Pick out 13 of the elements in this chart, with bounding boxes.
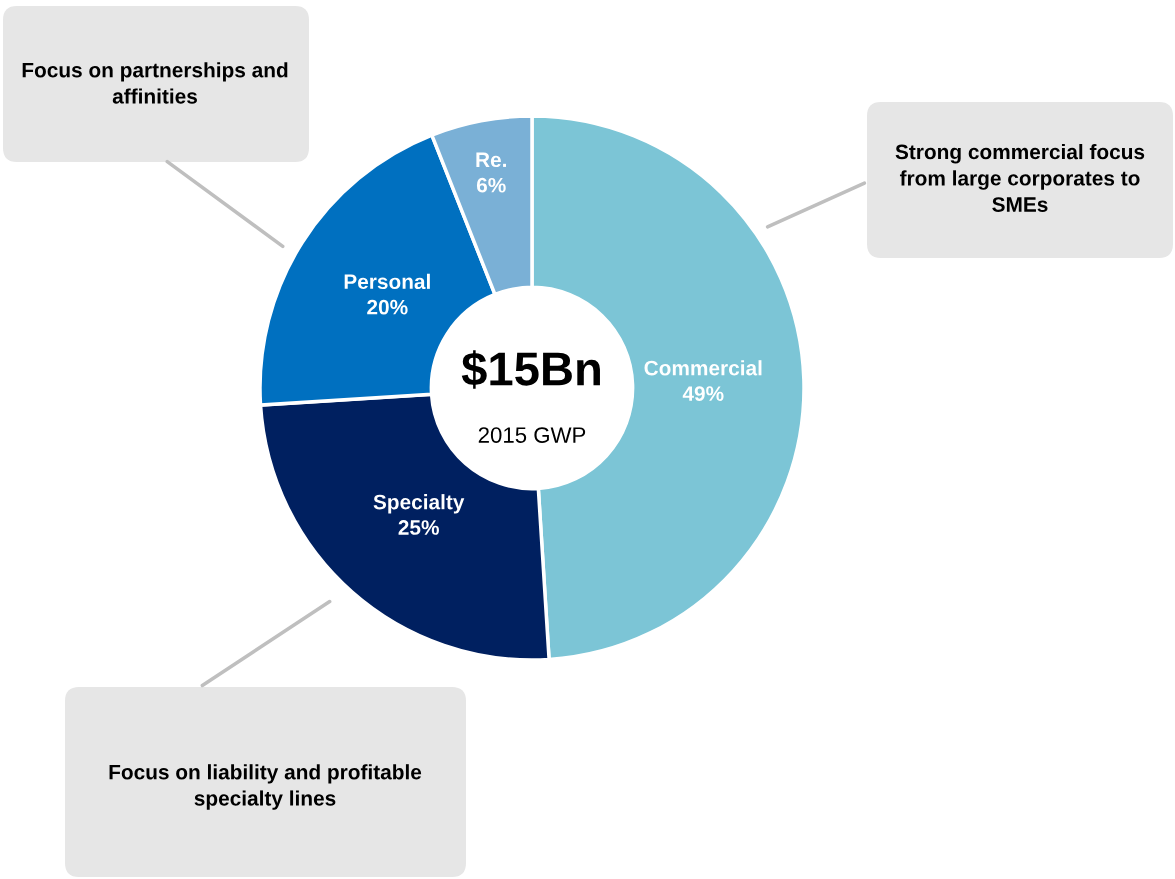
slice-label: Specialty <box>373 494 465 514</box>
slice-label: Commercial <box>644 360 762 376</box>
data-label: 6% <box>476 177 506 193</box>
data-label: 25% <box>398 520 439 535</box>
data-label: 20% <box>367 299 408 315</box>
slice-label: Re. <box>476 152 506 168</box>
text: Focus on partnerships and affinities <box>22 62 288 104</box>
slice-label: Personal <box>344 273 430 290</box>
text: 2015 GWP <box>478 427 586 443</box>
text: Strong commercial focus from large corporates to SMEs <box>895 143 1145 212</box>
text: Focus on liability and profitable specialty lines <box>109 764 422 810</box>
text: $15Bn <box>461 350 600 389</box>
data-label: 49% <box>682 386 724 401</box>
